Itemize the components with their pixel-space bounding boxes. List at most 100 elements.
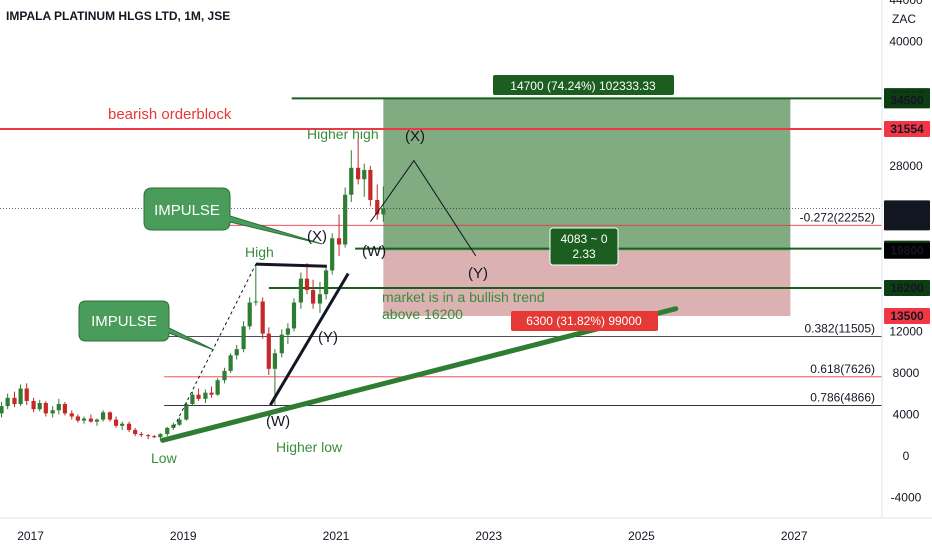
candle-body-6 xyxy=(37,403,42,410)
wave-projection-path[interactable] xyxy=(369,159,477,257)
impulse-callout-upper[interactable]: IMPULSE xyxy=(143,187,323,245)
candle-body-48 xyxy=(304,278,310,291)
candle-body-54 xyxy=(343,194,348,245)
time-axis[interactable]: 2017 2019 2021 2023 2025 2027 xyxy=(0,517,932,543)
price-tag-19800 xyxy=(884,242,930,259)
y-tick-8000: 8000 xyxy=(893,366,920,380)
price-tag-13500 xyxy=(884,307,930,324)
target-label-box: 14700 (74.24%) 102333.33 xyxy=(493,75,674,95)
candle-body-49 xyxy=(310,290,316,304)
x-tick-2025: 2025 xyxy=(628,529,655,543)
candle-body-19 xyxy=(120,423,125,426)
candle-body-11 xyxy=(69,413,74,417)
candle-body-8 xyxy=(50,410,55,414)
x-tick-2019: 2019 xyxy=(170,529,197,543)
horizontal-levels: -0.272(22252) 0.382(11505) 0.618(7626) 0.78… xyxy=(0,97,882,406)
candle-body-5 xyxy=(31,400,36,410)
candle-body-41 xyxy=(260,301,265,334)
price-axis[interactable]: ZAC 440004000028000240001600012000800040… xyxy=(881,0,923,518)
candle-body-4 xyxy=(24,388,29,401)
x-tick-2023: 2023 xyxy=(475,529,502,543)
wave-x-mid: (X) xyxy=(307,228,327,245)
price-tag-31554 xyxy=(884,120,930,137)
y-tick--4000: -4000 xyxy=(891,490,922,504)
wave-w-bottom: (W) xyxy=(266,413,290,430)
price-tag-text-13500: 13500 xyxy=(890,309,924,323)
candle-body-47 xyxy=(298,278,303,303)
upper-trendline[interactable] xyxy=(269,272,350,406)
candle-body-33 xyxy=(209,392,214,395)
bullish-trend-label: market is in a bullish trend xyxy=(382,289,545,305)
chart-title: IMPALA PLATINUM HLGS LTD, 1M, JSE xyxy=(6,9,231,23)
candle-body-58 xyxy=(368,169,373,200)
wave-w-top: (W) xyxy=(362,243,386,260)
candle-body-20 xyxy=(126,423,132,430)
candle-body-22 xyxy=(139,434,144,436)
higher-high-label: Higher high xyxy=(307,126,379,142)
candle-body-30 xyxy=(190,394,195,405)
price-tag-text-31554: 31554 xyxy=(890,122,924,136)
low-label: Low xyxy=(151,450,178,466)
candle-body-38 xyxy=(241,326,246,350)
high-label: High xyxy=(245,244,274,260)
fib-label-4: -0.272(22252) xyxy=(800,210,875,224)
impulse-callout-lower[interactable]: IMPULSE xyxy=(78,300,215,351)
price-tags: 345323450031554238835d 7h200001980016200… xyxy=(884,88,930,324)
ratio-value: 2.33 xyxy=(572,247,596,261)
candle-body-35 xyxy=(222,370,227,381)
stop-label: 6300 (31.82%) 99000 xyxy=(526,314,642,328)
impulse-dashed-line xyxy=(173,263,257,428)
candle-body-2 xyxy=(12,397,17,405)
price-tag-23883 xyxy=(884,200,930,231)
annotations: IMPULSE IMPULSE bearish orderblock Highe… xyxy=(78,75,674,466)
candle-body-40 xyxy=(253,301,258,303)
candle-body-37 xyxy=(234,349,239,356)
candle-body-23 xyxy=(146,435,151,437)
candle-body-59 xyxy=(375,199,380,215)
candle-body-0 xyxy=(0,406,4,414)
stop-label-box: 6300 (31.82%) 99000 xyxy=(511,311,658,331)
candle-body-53 xyxy=(336,238,342,245)
price-tag-text-23883: 23883 xyxy=(890,201,924,215)
candle-body-14 xyxy=(88,418,93,422)
currency-label: ZAC xyxy=(892,12,916,26)
y-tick-28000: 28000 xyxy=(889,159,923,173)
fib-label-6: 0.618(7626) xyxy=(810,362,875,376)
candle-body-9 xyxy=(56,404,61,411)
candle-body-46 xyxy=(291,302,297,329)
candle-body-18 xyxy=(113,419,119,426)
price-tag-text-16200: 16200 xyxy=(890,281,924,295)
candle-body-17 xyxy=(107,412,113,420)
price-tag-countdown: 5d 7h xyxy=(892,215,922,229)
above-level-label: above 16200 xyxy=(382,306,463,322)
price-tag-text-34500: 34500 xyxy=(890,93,924,107)
candle-body-28 xyxy=(177,419,182,425)
candle-body-57 xyxy=(362,169,367,180)
candle-body-45 xyxy=(285,328,290,335)
x-tick-2017: 2017 xyxy=(17,529,44,543)
candle-body-52 xyxy=(330,238,335,271)
candle-body-44 xyxy=(279,334,284,354)
candle-body-3 xyxy=(18,388,23,405)
ratio-label-box: 4083 ~ 0 2.33 xyxy=(549,227,619,266)
price-tag-16200 xyxy=(884,280,930,297)
high-line[interactable] xyxy=(255,262,327,268)
candle-body-56 xyxy=(356,167,361,180)
candle-body-31 xyxy=(196,394,201,399)
candle-body-51 xyxy=(323,270,329,295)
candle-body-25 xyxy=(158,434,163,438)
y-tick-4000: 4000 xyxy=(893,407,920,421)
candle-body-42 xyxy=(266,333,271,369)
impulse-label-lower: IMPULSE xyxy=(91,313,157,330)
candles xyxy=(0,138,386,441)
candle-body-1 xyxy=(5,397,10,407)
fib-label-5: 0.382(11505) xyxy=(805,322,876,336)
x-tick-2021: 2021 xyxy=(323,529,350,543)
candle-body-39 xyxy=(247,302,252,327)
candle-body-36 xyxy=(228,355,233,371)
higher-low-label: Higher low xyxy=(276,439,343,455)
price-tag-34500 xyxy=(884,92,930,109)
candle-body-15 xyxy=(94,419,100,422)
candle-body-26 xyxy=(165,427,170,435)
